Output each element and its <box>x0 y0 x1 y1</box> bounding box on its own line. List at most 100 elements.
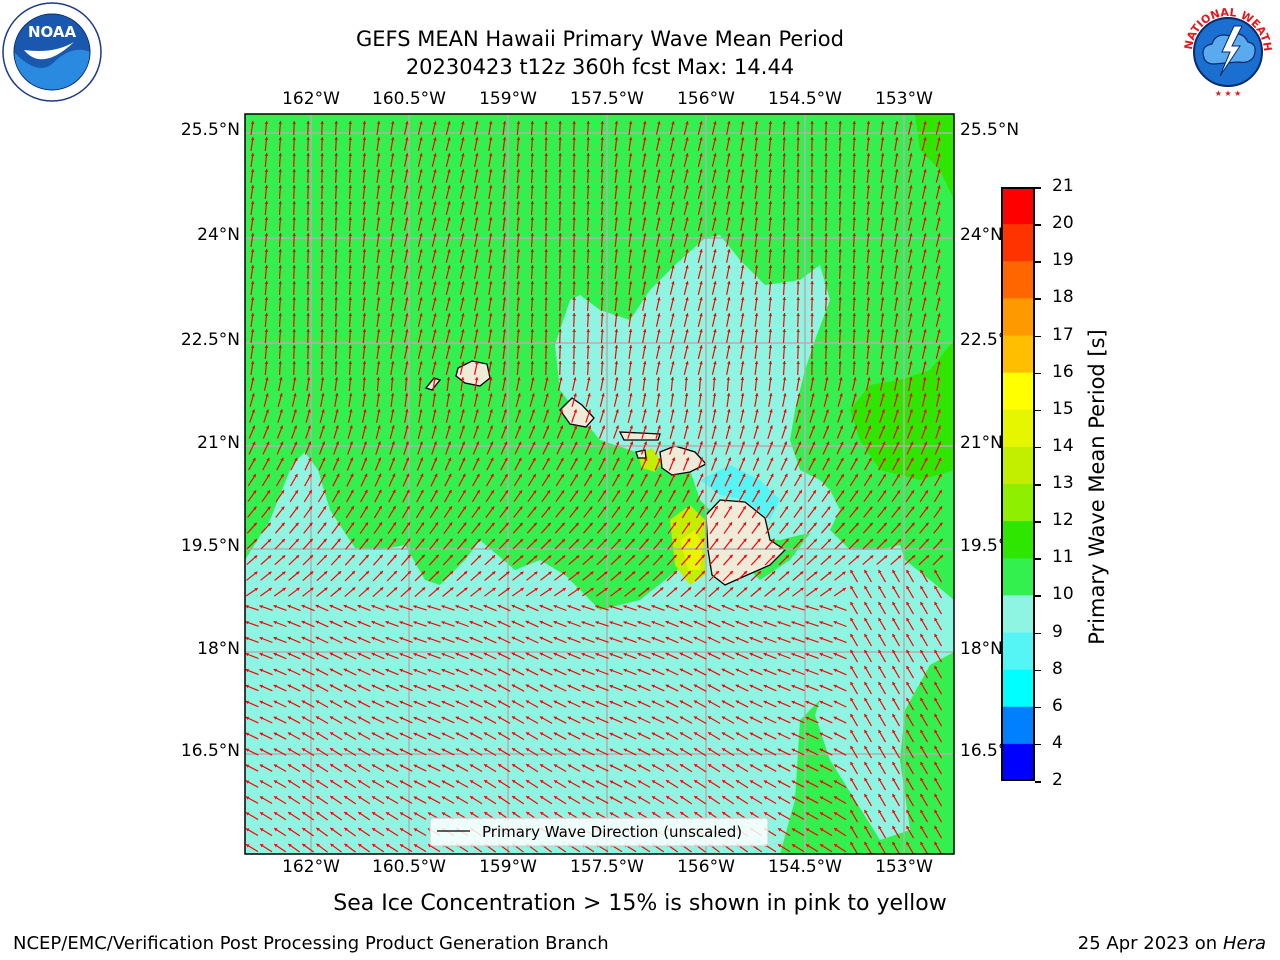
wave-arrowhead <box>558 201 562 205</box>
wave-arrowhead <box>852 137 857 141</box>
wave-arrowhead <box>307 409 311 413</box>
wave-arrowhead <box>420 489 424 494</box>
wave-arrowhead <box>600 137 605 141</box>
wave-arrowhead <box>476 473 480 478</box>
wave-arrowhead <box>604 587 608 592</box>
wave-arrowhead <box>693 684 698 688</box>
wave-arrowhead <box>490 490 494 494</box>
wave-arrowhead <box>572 233 576 237</box>
wave-arrowhead <box>679 716 684 720</box>
wave-arrowhead <box>433 169 437 173</box>
wave-arrowhead <box>810 217 814 221</box>
wave-arrowhead <box>713 169 717 173</box>
wave-arrowhead <box>488 377 493 381</box>
wave-arrowhead <box>867 409 871 413</box>
wave-arrowhead <box>488 329 493 333</box>
wave-arrowhead <box>721 700 726 704</box>
wave-arrowhead <box>783 441 788 445</box>
wave-arrowhead <box>617 522 621 527</box>
wave-arrowhead <box>824 201 828 205</box>
wave-arrowhead <box>371 684 376 688</box>
wave-arrowhead <box>923 297 927 301</box>
wave-arrowhead <box>567 748 572 752</box>
wave-arrowhead <box>864 665 868 670</box>
wave-arrowhead <box>880 329 885 333</box>
wave-arrowhead <box>791 812 796 816</box>
wave-arrowhead <box>320 297 324 301</box>
wave-arrowhead <box>310 587 314 591</box>
colorbar-segment <box>1001 446 1035 485</box>
wave-arrowhead <box>292 153 296 157</box>
wave-arrowhead <box>568 796 572 800</box>
wave-arrowhead <box>741 441 745 445</box>
wave-arrowhead <box>727 185 731 189</box>
wave-arrowhead <box>567 684 572 688</box>
wave-arrowhead <box>505 522 509 527</box>
wave-arrowhead <box>572 361 576 365</box>
wave-arrowhead <box>278 217 283 221</box>
wave-arrowhead <box>722 748 726 752</box>
island-oahu <box>559 397 595 428</box>
wave-arrowhead <box>618 587 622 591</box>
wave-arrowhead <box>824 281 828 285</box>
wave-arrowhead <box>785 555 789 559</box>
wave-arrowhead <box>701 571 705 575</box>
wave-arrowhead <box>595 780 600 784</box>
colorbar-label: Primary Wave Mean Period [s] <box>1085 329 1109 645</box>
wave-arrowhead <box>544 233 548 237</box>
wave-arrowhead <box>878 761 882 766</box>
wave-arrowhead <box>878 825 882 830</box>
wave-arrowhead <box>259 780 264 784</box>
wave-arrowhead <box>343 652 348 656</box>
wave-arrowhead <box>741 409 745 413</box>
lat-label: 25.5°N <box>180 120 240 140</box>
wave-arrowhead <box>657 265 661 269</box>
wave-arrowhead <box>376 233 381 237</box>
wave-arrowhead <box>316 780 320 784</box>
wave-arrowhead <box>498 796 502 800</box>
wave-arrowhead <box>909 425 914 429</box>
wave-arrowhead <box>320 233 324 237</box>
wave-arrowhead <box>810 233 814 237</box>
wave-arrowhead <box>391 425 395 429</box>
wave-arrowhead <box>474 377 479 381</box>
wave-arrowhead <box>866 169 871 173</box>
wave-arrowhead <box>614 297 619 301</box>
wave-arrowhead <box>390 153 395 157</box>
wave-arrowhead <box>434 489 438 494</box>
wave-arrowhead <box>260 812 264 816</box>
wave-arrowhead <box>729 538 733 542</box>
wave-arrowhead <box>316 843 320 847</box>
wave-arrowhead <box>511 684 516 688</box>
wave-arrowhead <box>376 297 381 301</box>
wave-arrowhead <box>511 636 516 640</box>
wave-arrowhead <box>826 441 830 446</box>
wave-arrowhead <box>672 522 677 526</box>
map-frame <box>244 113 955 855</box>
wave-arrowhead <box>404 377 409 381</box>
wave-arrowhead <box>586 121 590 125</box>
wave-arrowhead <box>742 506 746 510</box>
wave-arrowhead <box>321 393 325 397</box>
wave-arrowhead <box>259 796 264 800</box>
wave-arrowhead <box>251 409 255 413</box>
wave-arrowhead <box>558 313 562 317</box>
wave-arrowhead <box>864 745 868 750</box>
wave-arrowhead <box>287 700 292 704</box>
wave-arrowhead <box>559 425 564 429</box>
wave-arrowhead <box>799 571 804 575</box>
wave-arrowhead <box>463 522 467 526</box>
wave-arrowhead <box>320 329 324 333</box>
wave-arrowhead <box>534 588 538 592</box>
wave-arrowhead <box>880 297 885 301</box>
wave-arrowhead <box>461 265 465 269</box>
wave-arrowhead <box>894 185 899 189</box>
wave-arrowhead <box>343 604 347 609</box>
wave-arrowhead <box>866 185 871 189</box>
wave-arrowhead <box>906 745 910 750</box>
wave-arrowhead <box>461 153 465 157</box>
wave-arrowhead <box>623 652 627 657</box>
wave-arrowhead <box>250 345 255 349</box>
wave-arrowhead <box>685 217 689 221</box>
wave-arrowhead <box>600 153 605 157</box>
